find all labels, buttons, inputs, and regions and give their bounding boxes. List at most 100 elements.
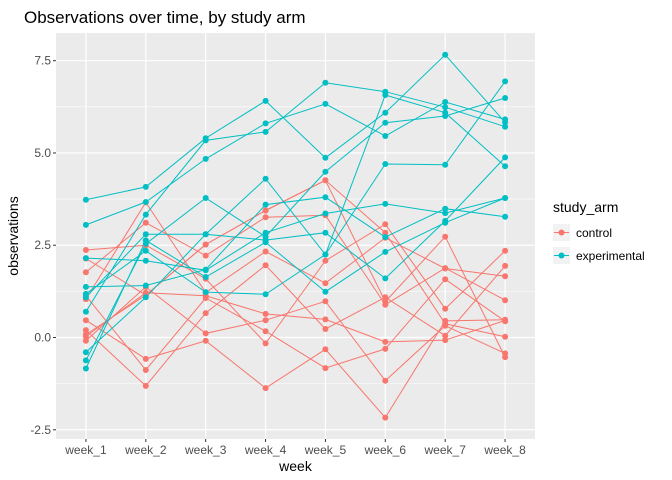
data-point-experimental bbox=[382, 200, 389, 207]
data-point-experimental bbox=[202, 274, 209, 280]
data-point-experimental bbox=[382, 92, 389, 98]
data-point-control bbox=[322, 257, 329, 264]
data-point-control bbox=[442, 233, 449, 240]
data-point-experimental bbox=[82, 255, 89, 262]
data-point-control bbox=[142, 219, 149, 226]
x-axis-ticks: week_1 week_2 week_3 week_4 week_5 week_6 week… bbox=[64, 439, 526, 457]
data-point-control bbox=[262, 385, 269, 392]
data-point-experimental bbox=[322, 154, 329, 161]
data-point-experimental bbox=[142, 282, 149, 289]
data-point-experimental bbox=[322, 251, 329, 258]
legend-label-control: control bbox=[576, 226, 612, 240]
y-tick-label: 7.5 bbox=[34, 54, 51, 68]
data-point-experimental bbox=[322, 168, 329, 175]
x-axis-title: week bbox=[278, 458, 313, 474]
data-point-experimental bbox=[502, 154, 509, 161]
series-line-experimental bbox=[85, 196, 506, 288]
data-point-experimental bbox=[322, 288, 329, 295]
data-point-control bbox=[322, 365, 329, 372]
series-line-experimental bbox=[85, 97, 506, 361]
data-point-experimental bbox=[82, 221, 89, 228]
data-point-experimental bbox=[502, 195, 509, 201]
series-line-experimental bbox=[85, 157, 506, 298]
data-point-experimental bbox=[322, 210, 329, 217]
data-point-experimental bbox=[322, 194, 329, 201]
chart-title: Observations over time, by study arm bbox=[24, 8, 306, 27]
data-point-experimental bbox=[82, 283, 89, 290]
data-point-control bbox=[322, 316, 329, 323]
data-point-control bbox=[82, 337, 89, 344]
data-point-experimental bbox=[502, 78, 509, 85]
data-point-control bbox=[442, 265, 449, 272]
data-point-control bbox=[502, 247, 509, 254]
y-axis-title: observations bbox=[5, 196, 21, 275]
data-point-experimental bbox=[82, 357, 89, 364]
data-point-control bbox=[382, 229, 389, 236]
data-point-control bbox=[262, 207, 269, 214]
data-point-experimental bbox=[142, 183, 149, 190]
data-point-experimental bbox=[502, 95, 509, 101]
data-point-control bbox=[82, 327, 89, 334]
x-tick-label: week_3 bbox=[184, 443, 227, 457]
data-point-control bbox=[382, 338, 389, 345]
data-point-control bbox=[262, 262, 269, 269]
data-point-control bbox=[382, 221, 389, 228]
data-point-control bbox=[322, 298, 329, 305]
data-point-control bbox=[502, 273, 509, 280]
x-tick-label: week_7 bbox=[424, 443, 467, 457]
data-point-experimental bbox=[142, 211, 149, 218]
data-point-control bbox=[202, 337, 209, 344]
series-line-control bbox=[85, 264, 506, 387]
data-point-control bbox=[382, 294, 389, 301]
data-point-experimental bbox=[82, 294, 89, 301]
data-point-control bbox=[142, 367, 149, 373]
data-point-experimental bbox=[382, 109, 389, 116]
data-point-experimental bbox=[202, 231, 209, 238]
y-tick-label: 2.5 bbox=[34, 238, 51, 252]
data-point-control bbox=[262, 248, 269, 255]
data-point-experimental bbox=[202, 266, 209, 273]
data-point-experimental bbox=[262, 237, 269, 244]
data-point-control bbox=[442, 320, 449, 327]
data-point-control bbox=[142, 382, 149, 389]
legend: study_arm control experimental bbox=[553, 199, 645, 264]
data-point-experimental bbox=[142, 240, 149, 247]
data-point-experimental bbox=[262, 128, 269, 135]
data-point-control bbox=[202, 241, 209, 248]
data-point-experimental bbox=[202, 195, 209, 201]
series-line-control bbox=[85, 223, 506, 345]
data-point-experimental bbox=[382, 248, 389, 255]
legend-point-control bbox=[558, 229, 565, 236]
y-tick-label: 0.0 bbox=[34, 331, 51, 345]
series-line-control bbox=[85, 292, 506, 343]
data-point-experimental bbox=[382, 133, 389, 139]
series-line-experimental bbox=[85, 81, 506, 295]
legend-title: study_arm bbox=[553, 199, 618, 215]
data-point-experimental bbox=[442, 109, 449, 116]
data-point-experimental bbox=[262, 291, 269, 298]
series-line-experimental bbox=[85, 197, 506, 369]
data-point-experimental bbox=[442, 205, 449, 212]
y-axis-ticks: -2.5 0.0 2.5 5.0 7.5 bbox=[30, 54, 56, 437]
data-point-experimental bbox=[142, 199, 149, 205]
x-tick-label: week_6 bbox=[364, 443, 407, 457]
data-point-experimental bbox=[502, 123, 509, 130]
data-point-experimental bbox=[142, 294, 149, 301]
data-point-control bbox=[382, 345, 389, 352]
data-point-experimental bbox=[262, 120, 269, 127]
data-point-experimental bbox=[382, 119, 389, 126]
data-point-control bbox=[262, 317, 269, 324]
series-line-experimental bbox=[85, 54, 506, 201]
data-point-experimental bbox=[262, 175, 269, 182]
series-lines bbox=[85, 54, 506, 419]
data-point-experimental bbox=[442, 104, 449, 111]
data-point-control bbox=[442, 276, 449, 283]
y-tick-label: 5.0 bbox=[34, 146, 51, 160]
data-point-control bbox=[322, 326, 329, 332]
x-tick-label: week_4 bbox=[244, 443, 287, 457]
data-point-control bbox=[82, 269, 89, 276]
data-point-experimental bbox=[382, 161, 389, 167]
data-point-control bbox=[262, 328, 269, 335]
data-point-control bbox=[142, 355, 149, 362]
data-point-experimental bbox=[322, 100, 329, 107]
